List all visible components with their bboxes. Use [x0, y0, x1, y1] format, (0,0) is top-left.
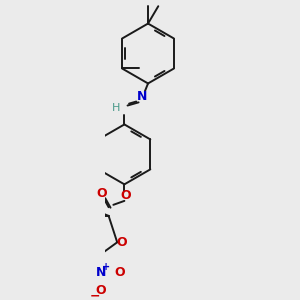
Text: N: N	[136, 90, 147, 103]
Text: −: −	[89, 290, 100, 300]
Text: O: O	[115, 266, 125, 279]
Text: O: O	[96, 284, 106, 297]
Text: +: +	[103, 262, 111, 272]
Text: N: N	[96, 266, 106, 279]
Text: O: O	[117, 236, 127, 249]
Text: H: H	[112, 103, 120, 113]
Text: O: O	[121, 189, 131, 202]
Text: O: O	[96, 187, 107, 200]
